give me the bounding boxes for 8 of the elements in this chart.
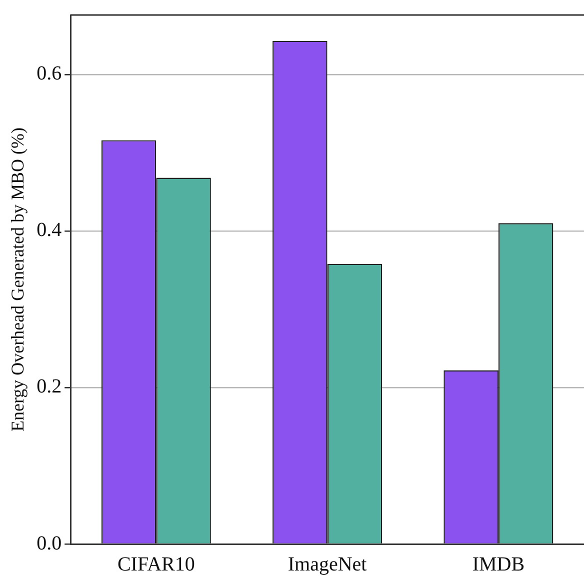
x-tick-label: CIFAR10 [117, 553, 195, 576]
y-tick-label: 0.4 [36, 219, 62, 242]
y-tick-label: 0.6 [36, 62, 62, 85]
y-tick-label: 0.0 [36, 532, 62, 554]
y-tick-label: 0.2 [36, 376, 62, 398]
x-tick-label: IMDB [472, 553, 525, 576]
x-tick-label: ImageNet [288, 553, 368, 576]
y-axis-title: Energy Overhead Generated by MBO (%) [8, 127, 28, 432]
